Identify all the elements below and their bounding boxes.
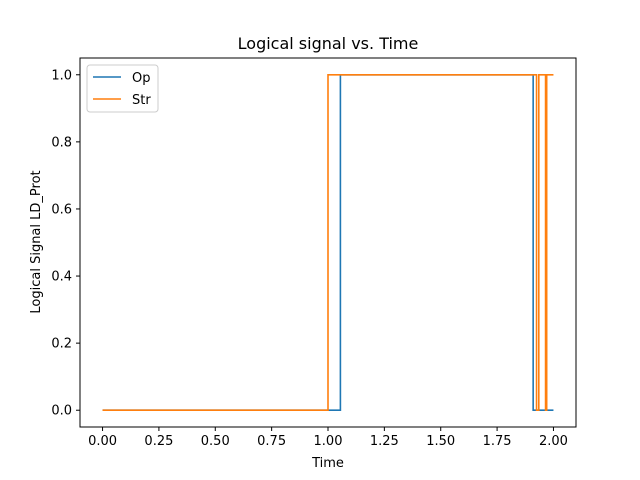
y-tick-label: 0.2 [51, 337, 72, 352]
x-axis-label: Time [311, 456, 344, 471]
y-tick-label: 0.4 [51, 270, 72, 285]
x-tick-label: 0.25 [144, 434, 173, 449]
legend: Op Str [86, 64, 159, 113]
y-axis-ticks: 0.0 0.2 0.4 0.6 0.8 1.0 [51, 68, 80, 419]
series-line-str [102, 73, 554, 412]
series-layer [102, 73, 554, 412]
y-tick-label: 0.6 [51, 202, 72, 217]
y-tick-label: 1.0 [51, 68, 72, 83]
chart-title: Logical signal vs. Time [238, 34, 419, 53]
x-tick-label: 0.00 [88, 434, 117, 449]
y-tick-label: 0.8 [51, 135, 72, 150]
x-tick-label: 0.75 [257, 434, 286, 449]
x-tick-label: 0.50 [201, 434, 230, 449]
legend-label-op: Op [132, 71, 150, 86]
x-tick-label: 1.50 [426, 434, 455, 449]
x-tick-label: 1.00 [314, 434, 343, 449]
x-tick-label: 1.75 [483, 434, 512, 449]
x-tick-label: 2.00 [539, 434, 568, 449]
y-axis-label: Logical Signal LD_Prot [29, 170, 44, 313]
x-axis-ticks: 0.00 0.25 0.50 0.75 1.00 1.25 1.50 1.75 2.00 [88, 427, 568, 449]
x-tick-label: 1.25 [370, 434, 399, 449]
legend-label-str: Str [132, 93, 151, 108]
y-tick-label: 0.0 [51, 404, 72, 419]
